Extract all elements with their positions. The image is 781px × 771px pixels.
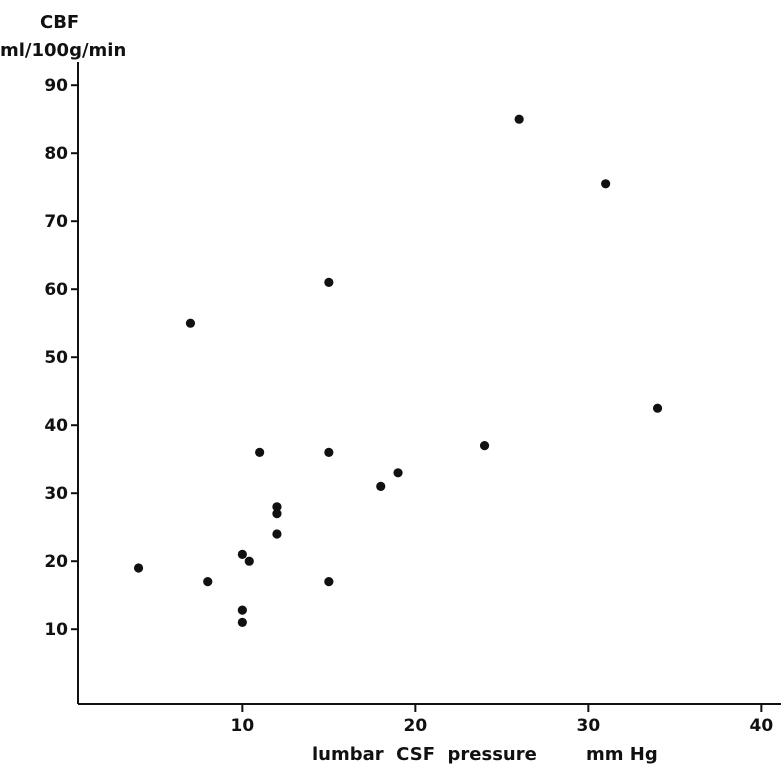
data-point: [601, 179, 611, 189]
data-point: [203, 577, 213, 587]
x-tick-label: 40: [750, 716, 774, 736]
y-tick-label: 50: [44, 348, 68, 368]
y-tick-label: 30: [44, 484, 68, 504]
data-points: [133, 114, 663, 628]
y-tick-label: 80: [44, 144, 68, 164]
x-tick-label: 20: [404, 716, 428, 736]
data-point: [324, 447, 334, 457]
y-axis-ticks: 10 20 30 40 50 60 70 80 90: [44, 76, 78, 640]
data-point: [393, 468, 403, 478]
y-axis-unit: ml/100g/min: [0, 40, 126, 61]
y-tick-label: 20: [44, 552, 68, 572]
data-point: [133, 563, 144, 573]
y-tick-label: 70: [44, 212, 68, 232]
data-point: [237, 605, 247, 615]
y-tick-label: 10: [44, 620, 68, 640]
data-point: [652, 403, 663, 413]
x-tick-label: 10: [231, 716, 255, 736]
data-point: [324, 577, 334, 587]
y-tick-label: 90: [44, 76, 68, 96]
data-point: [324, 277, 334, 287]
data-point: [272, 502, 282, 512]
data-point: [272, 529, 282, 539]
x-axis-ticks: 10 20 30 40: [231, 704, 774, 736]
data-point: [272, 508, 282, 519]
y-tick-label: 40: [44, 416, 68, 436]
data-point: [514, 114, 524, 124]
x-tick-label: 30: [577, 716, 601, 736]
y-axis-title: CBF: [40, 12, 79, 33]
data-point: [237, 617, 247, 628]
y-tick-label: 60: [44, 280, 68, 300]
data-point: [376, 481, 386, 491]
x-axis-title: lumbar CSF pressure: [312, 744, 537, 765]
data-point: [185, 318, 196, 328]
x-axis-unit: mm Hg: [586, 744, 658, 765]
data-point: [237, 549, 247, 560]
data-point: [255, 447, 265, 457]
data-point: [479, 441, 490, 451]
data-point: [244, 556, 254, 566]
